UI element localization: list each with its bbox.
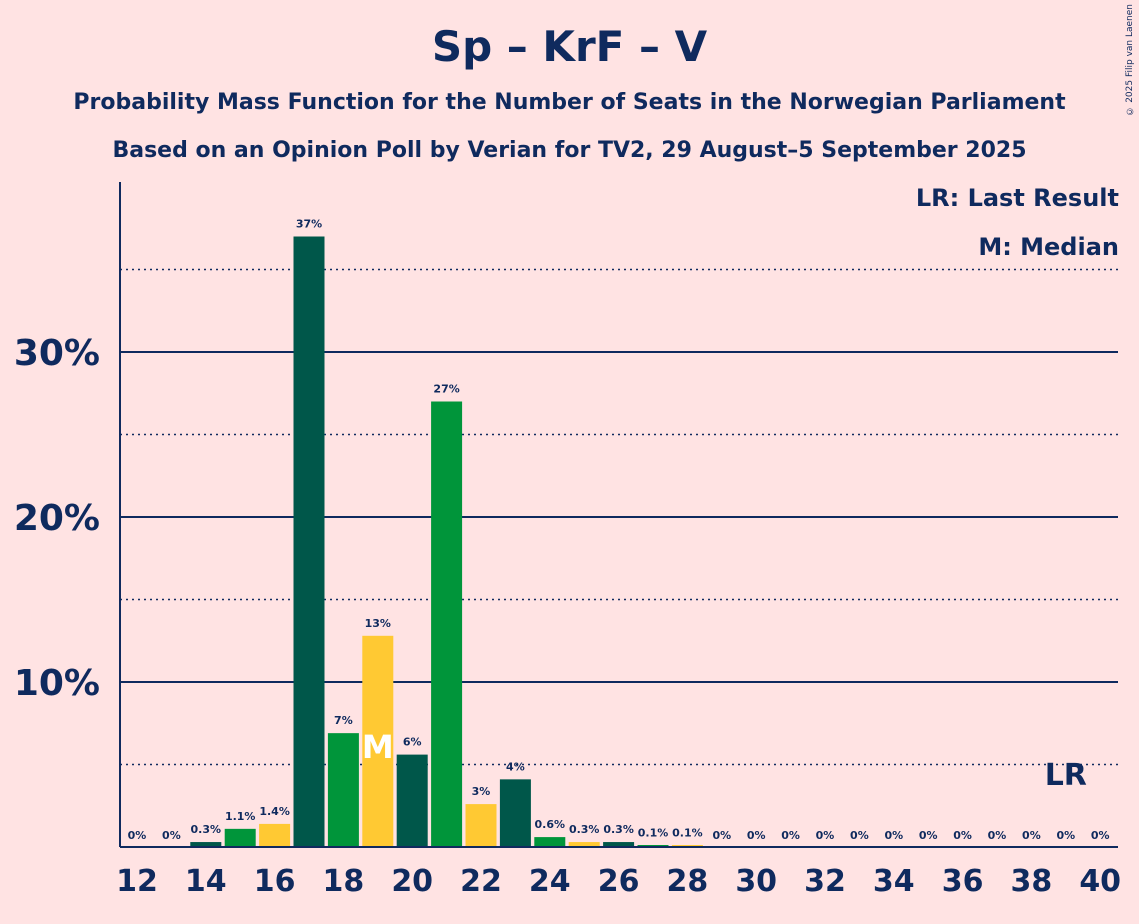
- x-tick-label: 26: [598, 864, 640, 899]
- data-label: 0%: [1091, 829, 1110, 842]
- bar: [327, 733, 359, 847]
- x-tick-label: 32: [804, 864, 846, 899]
- data-label: 0%: [1022, 829, 1041, 842]
- x-tick-label: 14: [185, 864, 227, 899]
- x-tick-label: 36: [942, 864, 984, 899]
- data-label: 37%: [296, 218, 322, 231]
- last-result-marker: LR: [1045, 758, 1087, 793]
- y-tick-label: 20%: [14, 498, 100, 539]
- data-label: 0%: [1056, 829, 1075, 842]
- bar: [293, 236, 325, 847]
- chart-subtitle-1: Probability Mass Function for the Number…: [73, 90, 1066, 115]
- bar: [431, 401, 463, 847]
- data-label: 0%: [781, 829, 800, 842]
- x-tick-label: 16: [254, 864, 296, 899]
- data-label: 1.1%: [225, 810, 256, 823]
- bar: [224, 828, 256, 847]
- x-tick-label: 18: [323, 864, 365, 899]
- x-tick-label: 20: [391, 864, 433, 899]
- legend-last-result: LR: Last Result: [915, 184, 1119, 212]
- data-label: 0%: [162, 829, 181, 842]
- data-label: 0.3%: [569, 823, 600, 836]
- x-tick-label: 30: [735, 864, 777, 899]
- bar: [465, 804, 497, 847]
- data-label: 0%: [884, 829, 903, 842]
- data-label: 0%: [816, 829, 835, 842]
- data-label: 0%: [850, 829, 869, 842]
- data-label: 6%: [403, 736, 422, 749]
- bar: [362, 635, 394, 847]
- data-label: 27%: [433, 383, 459, 396]
- x-tick-label: 24: [529, 864, 571, 899]
- y-tick-label: 30%: [14, 333, 100, 374]
- x-tick-label: 22: [460, 864, 502, 899]
- data-label: 0%: [747, 829, 766, 842]
- data-label: 0.3%: [191, 823, 222, 836]
- bar: [190, 842, 222, 847]
- data-label: 0%: [712, 829, 731, 842]
- x-tick-label: 12: [116, 864, 158, 899]
- x-tick-label: 34: [873, 864, 915, 899]
- median-marker: M: [362, 728, 394, 766]
- bar: [259, 823, 291, 847]
- data-label: 4%: [506, 760, 525, 773]
- x-tick-label: 40: [1079, 864, 1121, 899]
- legend-median: M: Median: [978, 233, 1119, 261]
- y-tick-label: 10%: [14, 663, 100, 704]
- data-label: 13%: [365, 617, 391, 630]
- data-label: 0%: [953, 829, 972, 842]
- data-label: 7%: [334, 714, 353, 727]
- data-label: 0%: [128, 829, 147, 842]
- bar: [499, 779, 531, 847]
- bar: [603, 842, 635, 847]
- chart-subtitle-2: Based on an Opinion Poll by Verian for T…: [112, 138, 1027, 163]
- data-label: 0%: [919, 829, 938, 842]
- data-label: 1.4%: [259, 805, 290, 818]
- bar: [534, 837, 566, 847]
- x-tick-label: 28: [667, 864, 709, 899]
- data-label: 0.1%: [638, 826, 669, 839]
- bar: [396, 754, 428, 847]
- data-label: 0.1%: [672, 826, 703, 839]
- data-label: 0.6%: [535, 818, 566, 831]
- chart-title: Sp – KrF – V: [431, 22, 708, 71]
- data-label: 3%: [472, 785, 491, 798]
- data-label: 0%: [988, 829, 1007, 842]
- bar: [568, 842, 600, 847]
- data-label: 0.3%: [603, 823, 634, 836]
- x-tick-label: 38: [1011, 864, 1053, 899]
